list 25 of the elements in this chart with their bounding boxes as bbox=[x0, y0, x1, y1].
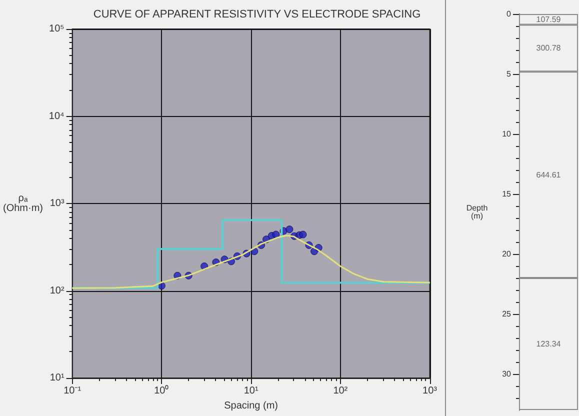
y-tick-label: 20 bbox=[502, 250, 512, 258]
y-tick-label: 30 bbox=[502, 370, 512, 378]
y-tick-label: 10² bbox=[50, 285, 65, 296]
annotation: 123.34 bbox=[536, 340, 562, 348]
y-tick-label: 10¹ bbox=[50, 372, 65, 384]
y-tick-label: 15 bbox=[502, 190, 512, 198]
x-tick-label: 10² bbox=[333, 386, 348, 396]
y-tick-label: 10³ bbox=[50, 198, 65, 209]
x-axis-title: Spacing (m) bbox=[224, 400, 278, 412]
y-tick-label: 5 bbox=[506, 70, 512, 78]
chart-title: CURVE OF APPARENT RESISTIVITY VS ELECTRODE SPACING bbox=[93, 8, 421, 20]
annotation: 644.61 bbox=[536, 170, 562, 180]
annotation: 300.78 bbox=[536, 44, 562, 53]
y-tick-label: 10⁵ bbox=[49, 24, 64, 34]
x-tick-label: 10⁻¹ bbox=[64, 386, 82, 396]
x-tick-label: 10³ bbox=[422, 386, 438, 396]
x-tick-label: 10¹ bbox=[244, 386, 259, 396]
y-axis-title: Depth (m) bbox=[466, 204, 488, 220]
y-tick-label: 0 bbox=[506, 10, 512, 18]
y-tick-label: 25 bbox=[502, 310, 512, 318]
y-tick-label: 10 bbox=[502, 130, 512, 138]
annotation: 107.59 bbox=[536, 14, 562, 24]
y-tick-label: 10⁴ bbox=[48, 110, 64, 122]
y-axis-title: ρₐ (Ohm·m) bbox=[2, 193, 43, 214]
x-tick-label: 10⁰ bbox=[154, 384, 170, 396]
